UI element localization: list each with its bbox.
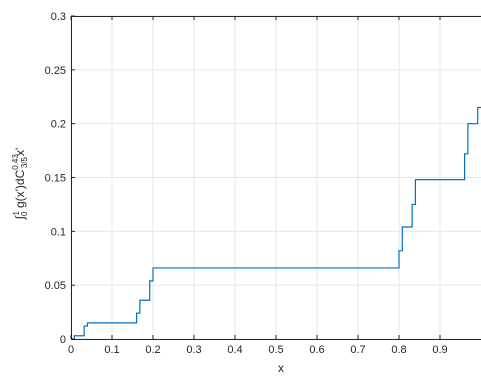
x-tick-label-6: 0.6 [309,344,324,356]
measure-base: C [13,169,27,178]
ticks-layer: 0 0.1 0.2 0.3 0.4 0.5 0.6 0.7 0.8 0.9 0 0.05 0.1 0.15… [45,11,448,356]
y-tick-label-0: 0 [60,334,66,346]
y-axis-label-text: ∫01 g(x')dC0.433/5x' [11,148,29,221]
x-tick-label-7: 0.7 [350,344,365,356]
x-tick-label-4: 0.4 [227,344,242,356]
y-tick-label-1: 0.05 [45,280,66,292]
series-layer [71,106,481,340]
integral-sign: ∫ [13,215,27,220]
y-tick-label-5: 0.25 [45,65,66,77]
x-tick-label-3: 0.3 [186,344,201,356]
y-axis-label: ∫01 g(x')dC0.433/5x' [11,148,29,221]
integral-lower-limit: 0 [20,211,29,216]
integrand-text: g(x')d [13,178,27,208]
x-tick-label-8: 0.8 [391,344,406,356]
x-tick-label-0: 0 [68,344,74,356]
y-tick-label-6: 0.3 [51,11,66,23]
x-tick-label-5: 0.5 [268,344,283,356]
x-tick-label-2: 0.2 [145,344,160,356]
x-axis-label: x [278,361,284,375]
measure-subscript: 3/5 [20,156,29,168]
x-tick-label-9: 0.9 [432,344,447,356]
integral-upper-limit: 1 [12,211,21,216]
x-tick-label-1: 0.1 [104,344,119,356]
y-tick-label-3: 0.15 [45,173,66,185]
measure-superscript: 0.43 [11,154,20,170]
series-line-0 [71,106,481,340]
y-tick-label-2: 0.1 [51,226,66,238]
integration-variable: x' [13,148,27,156]
y-tick-label-4: 0.2 [51,119,66,131]
